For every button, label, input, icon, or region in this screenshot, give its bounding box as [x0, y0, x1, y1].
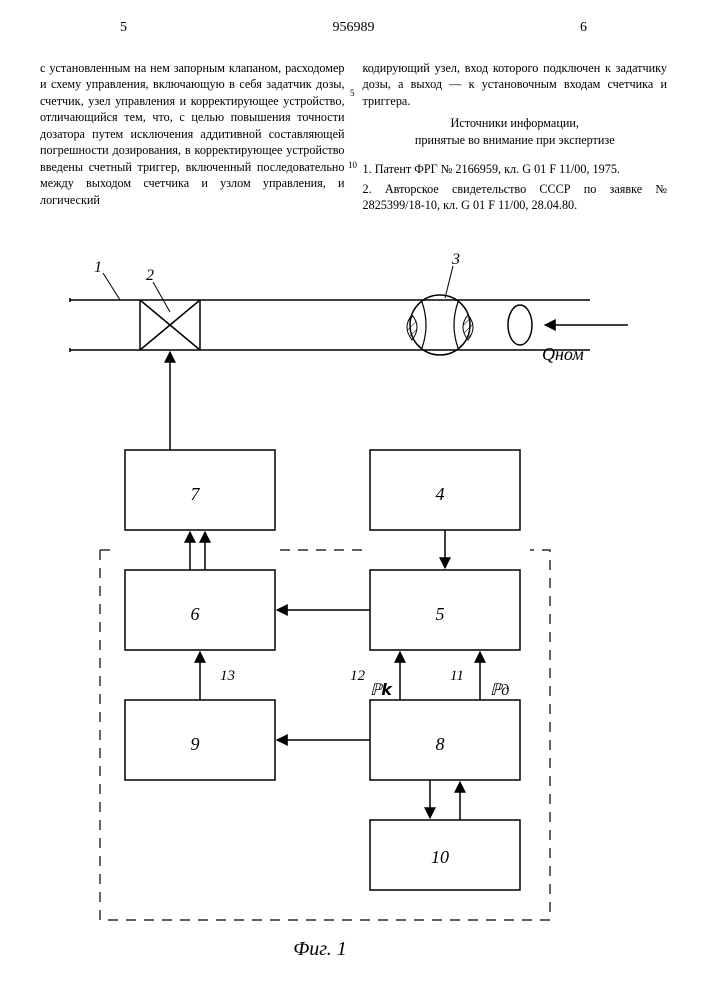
valve-icon — [140, 300, 200, 350]
line-number-10: 10 — [348, 160, 357, 170]
block-6 — [125, 570, 275, 650]
left-paragraph: с установленным на нем запорным клапаном… — [40, 60, 345, 208]
block-9 — [125, 700, 275, 780]
dashed-group — [100, 550, 550, 920]
figure-1: Qном 1 2 3 7 4 6 5 9 — [70, 260, 630, 960]
source-2: 2. Авторское свидетельство СССР по заявк… — [363, 181, 668, 214]
block-5 — [370, 570, 520, 650]
text-columns: с установленным на нем запорным клапаном… — [40, 56, 667, 214]
block-8 — [370, 700, 520, 780]
callout-5: 5 — [436, 604, 445, 624]
figure-svg: Qном 1 2 3 7 4 6 5 9 — [70, 260, 630, 960]
callout-3: 3 — [451, 251, 460, 268]
callout-2: 2 — [146, 267, 154, 284]
document-number: 956989 — [333, 20, 375, 36]
page-number-right: 6 — [580, 20, 587, 36]
line-number-5: 5 — [350, 88, 355, 98]
label-pk: ℙ𝙠 — [370, 682, 393, 699]
flowmeter-icon — [407, 295, 473, 355]
callout-8: 8 — [436, 734, 445, 754]
label-pd: ℙд — [490, 682, 509, 699]
block-7 — [125, 450, 275, 530]
callout-12: 12 — [350, 668, 366, 684]
callout-13: 13 — [220, 668, 235, 684]
callout-9: 9 — [191, 734, 200, 754]
figure-caption: Фиг. 1 — [293, 938, 347, 960]
sources-title: Источники информации, принятые во вниман… — [363, 115, 668, 148]
callout-1: 1 — [94, 259, 102, 276]
source-1: 1. Патент ФРГ № 2166959, кл. G 01 F 11/0… — [363, 161, 668, 177]
callout-10: 10 — [431, 847, 449, 867]
qnom-icon: Qном — [508, 305, 628, 364]
page: 5 956989 6 с установленным на нем запорн… — [0, 0, 707, 1000]
qnom-label: Qном — [542, 344, 584, 364]
arrows — [170, 352, 480, 820]
column-left: с установленным на нем запорным клапаном… — [40, 56, 345, 214]
callout-11: 11 — [450, 668, 464, 684]
header: 5 956989 6 — [40, 20, 667, 48]
page-number-left: 5 — [120, 20, 127, 36]
right-paragraph-1: кодирующий узел, вход которого подключен… — [363, 60, 668, 109]
callout-lines-top — [103, 266, 453, 312]
column-right: кодирующий узел, вход которого подключен… — [363, 56, 668, 214]
callout-6: 6 — [191, 604, 200, 624]
callout-4: 4 — [436, 484, 445, 504]
block-4 — [370, 450, 520, 530]
callout-7: 7 — [191, 484, 201, 504]
